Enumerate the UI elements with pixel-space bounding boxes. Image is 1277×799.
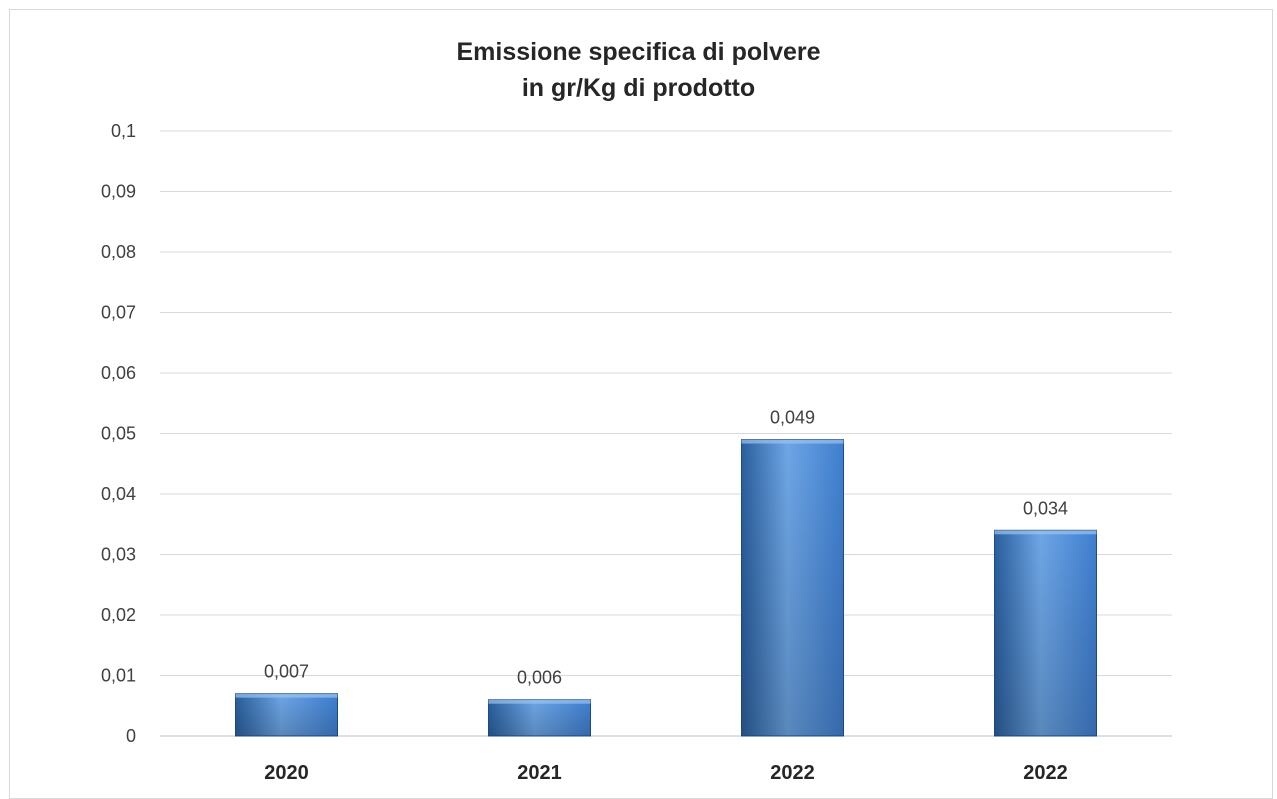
y-tick-label: 0,07 [101,303,136,323]
chart-title-line-2: in gr/Kg di prodotto [521,74,756,102]
y-tick-label: 0,05 [101,424,136,444]
x-axis-categories: 2020 2021 2022 2022 [264,762,1068,784]
bar-shade [488,699,591,736]
data-label: 0,006 [517,668,562,688]
bar-top-highlight [994,530,1097,535]
y-tick-label: 0,06 [101,363,136,383]
y-axis-ticks: 0 0,01 0,02 0,03 0,04 0,05 0,06 0,07 0,08 0,09 0,1 [101,121,136,746]
y-tick-label: 0,01 [101,666,136,686]
chart-title-line-1: Emissione specifica di polvere [456,38,821,66]
y-tick-label: 0 [126,726,136,746]
x-category-label: 2021 [517,762,562,784]
y-tick-label: 0,02 [101,605,136,625]
bar-shade [741,439,844,736]
data-label: 0,049 [770,408,815,428]
bar-shade [235,693,338,736]
y-tick-label: 0,08 [101,242,136,262]
data-label: 0,034 [1023,498,1068,518]
data-label: 0,007 [264,662,309,682]
bars [235,439,1097,737]
bar-shade [994,530,1097,736]
x-category-label: 2022 [770,762,815,784]
bar-top-highlight [235,693,338,698]
x-category-label: 2020 [264,762,309,784]
data-labels: 0,007 0,006 0,049 0,034 [264,408,1068,688]
bar-top-highlight [488,699,591,704]
y-tick-label: 0,1 [111,121,136,141]
x-category-label: 2022 [1023,762,1068,784]
y-tick-label: 0,09 [101,182,136,202]
y-tick-label: 0,04 [101,484,136,504]
chart-title: Emissione specifica di polvere in gr/Kg … [0,34,1277,106]
y-tick-label: 0,03 [101,545,136,565]
bar-top-highlight [741,439,844,444]
